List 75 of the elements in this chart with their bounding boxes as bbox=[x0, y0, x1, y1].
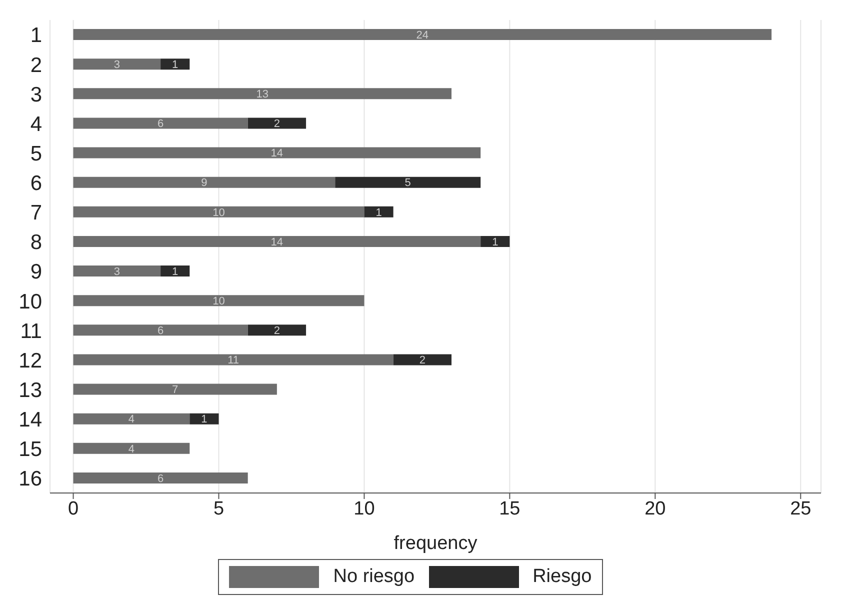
data-label: 4 bbox=[128, 414, 135, 426]
bar bbox=[73, 29, 772, 40]
y-tick-label: 1 bbox=[30, 24, 42, 48]
bar bbox=[393, 354, 452, 366]
bar bbox=[364, 206, 394, 218]
data-label: 3 bbox=[114, 58, 120, 71]
x-tick-label: 5 bbox=[213, 498, 224, 520]
data-label: 4 bbox=[128, 443, 135, 456]
data-label: 1 bbox=[376, 206, 382, 219]
x-axis-title: frequency bbox=[394, 533, 478, 554]
data-label: 6 bbox=[157, 118, 164, 130]
y-tick-label: 13 bbox=[18, 378, 42, 402]
bar bbox=[73, 384, 277, 395]
bar bbox=[160, 58, 190, 70]
data-label: 14 bbox=[270, 236, 284, 248]
bar bbox=[248, 118, 306, 129]
data-label: 2 bbox=[274, 118, 280, 130]
y-tick-label: 14 bbox=[18, 408, 42, 432]
bar bbox=[73, 88, 452, 100]
y-tick-label: 15 bbox=[18, 438, 42, 462]
data-label: 10 bbox=[212, 206, 225, 219]
bar bbox=[73, 442, 190, 454]
y-tick-label: 16 bbox=[18, 468, 42, 491]
data-label: 6 bbox=[157, 472, 164, 485]
data-label: 1 bbox=[172, 58, 178, 71]
data-label: 2 bbox=[419, 354, 426, 367]
y-tick-label: 2 bbox=[30, 54, 42, 77]
bar bbox=[73, 118, 248, 129]
bar bbox=[480, 236, 510, 247]
y-tick-label: 11 bbox=[20, 320, 42, 343]
y-tick-label: 5 bbox=[30, 142, 42, 166]
data-label: 2 bbox=[274, 325, 280, 338]
bar bbox=[248, 324, 306, 336]
bar bbox=[190, 413, 219, 424]
y-tick-label: 12 bbox=[18, 349, 42, 372]
bar bbox=[73, 236, 481, 247]
x-tick-label: 0 bbox=[68, 498, 79, 520]
data-label: 14 bbox=[270, 148, 284, 160]
bar bbox=[73, 206, 364, 218]
y-tick-label: 6 bbox=[30, 172, 42, 196]
data-label: 5 bbox=[404, 177, 411, 190]
bar bbox=[73, 147, 481, 158]
bar bbox=[73, 176, 336, 188]
data-label: 10 bbox=[212, 295, 225, 308]
data-label: 9 bbox=[201, 177, 208, 190]
y-tick-label: 4 bbox=[30, 112, 42, 136]
data-label: 1 bbox=[492, 236, 498, 248]
data-label: 13 bbox=[256, 88, 269, 101]
legend-label: Riesgo bbox=[532, 566, 592, 588]
x-tick-label: 20 bbox=[644, 498, 666, 520]
legend-label: No riesgo bbox=[333, 566, 415, 588]
y-tick-label: 10 bbox=[18, 290, 42, 314]
bar bbox=[73, 324, 248, 336]
x-tick-label: 25 bbox=[790, 498, 812, 520]
data-label: 1 bbox=[201, 414, 208, 426]
data-label: 7 bbox=[172, 384, 178, 396]
bar bbox=[73, 354, 394, 366]
data-label: 24 bbox=[416, 29, 429, 42]
y-tick-label: 8 bbox=[30, 231, 42, 254]
y-tick-label: 7 bbox=[30, 202, 42, 225]
bar bbox=[335, 176, 481, 188]
bar bbox=[160, 266, 190, 276]
data-label: 3 bbox=[114, 266, 120, 278]
x-tick-label: 15 bbox=[499, 498, 520, 520]
bar bbox=[73, 472, 248, 484]
y-tick-label: 3 bbox=[30, 83, 42, 106]
bar bbox=[73, 58, 161, 70]
bar bbox=[73, 266, 161, 276]
y-tick-label: 9 bbox=[30, 260, 42, 284]
bar bbox=[73, 413, 190, 424]
x-tick-label: 10 bbox=[354, 498, 375, 520]
data-label: 1 bbox=[172, 266, 178, 278]
bar bbox=[73, 295, 364, 306]
data-label: 11 bbox=[228, 354, 240, 367]
data-label: 6 bbox=[157, 325, 164, 338]
